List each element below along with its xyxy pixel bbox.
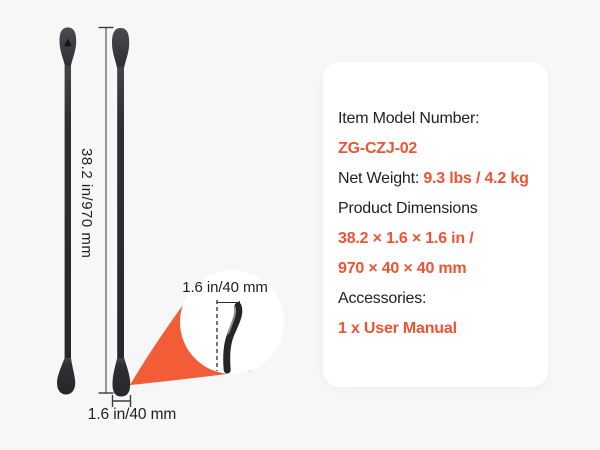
height-dimension — [98, 26, 114, 394]
spec-label: Product Dimensions — [338, 200, 478, 217]
tip-width-dimension-label: 1.6 in/40 mm — [87, 406, 177, 423]
spec-row: Accessories: — [338, 284, 536, 314]
spec-label: Net Weight: — [338, 170, 424, 187]
tire-lever-right — [112, 28, 131, 397]
spec-row: 970 × 40 × 40 mm — [338, 254, 536, 284]
tip-detail — [216, 300, 243, 374]
callout-dimension-label: 1.6 in/40 mm — [182, 279, 268, 296]
spec-label: Accessories: — [338, 290, 427, 307]
spec-value: 970 × 40 × 40 mm — [338, 260, 467, 277]
spec-list: Item Model Number: ZG-CZJ-02 Net Weight: 9… — [338, 104, 536, 344]
spec-card: Item Model Number: ZG-CZJ-02 Net Weight: 9… — [323, 62, 548, 387]
hanging-hole — [64, 38, 72, 47]
spec-row: Net Weight: 9.3 lbs / 4.2 kg — [338, 164, 536, 194]
width-dimension — [111, 395, 132, 407]
spec-value: 38.2 × 1.6 × 1.6 in / — [338, 230, 474, 247]
tire-lever-left — [57, 27, 77, 395]
spec-value: 1 x User Manual — [338, 320, 457, 337]
spec-row: 1 x User Manual — [338, 314, 536, 344]
spec-row: Item Model Number: — [338, 104, 536, 134]
spec-row: ZG-CZJ-02 — [338, 134, 536, 164]
tip-profile — [223, 302, 243, 374]
height-dimension-label: 38.2 in/970 mm — [78, 148, 95, 259]
spec-row: Product Dimensions — [338, 194, 536, 224]
spec-value: 9.3 lbs / 4.2 kg — [423, 170, 529, 187]
spec-label: Item Model Number: — [338, 110, 480, 127]
spec-value: ZG-CZJ-02 — [338, 140, 418, 157]
spec-row: 38.2 × 1.6 × 1.6 in / — [338, 224, 536, 254]
